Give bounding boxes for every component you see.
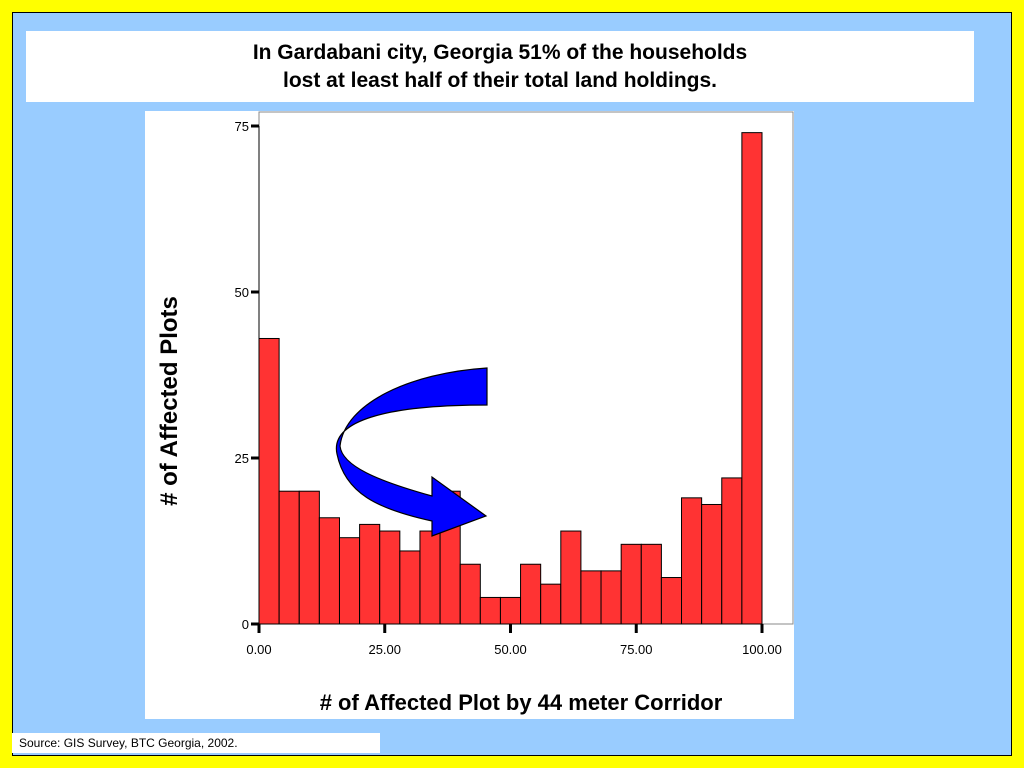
histogram-bar [318,517,340,625]
histogram-bar [600,570,622,625]
x-axis-title: # of Affected Plot by 44 meter Corridor [320,690,723,715]
histogram-bar [701,503,723,625]
histogram-bar [399,550,421,625]
histogram-bar [379,530,401,625]
histogram-bar [258,337,280,625]
title-line-2: lost at least half of their total land h… [282,68,718,92]
histogram-bar [660,577,683,625]
histogram-bar [359,523,381,625]
x-tick-label: 50.00 [494,642,527,657]
histogram-bar [419,530,441,625]
y-axis-title: # of Affected Plots [156,296,183,506]
bars-group [258,132,763,625]
slide-title: In Gardabani city, Georgia 51% of the ho… [253,39,747,95]
histogram-bar [278,490,300,625]
histogram-bar [540,583,562,625]
histogram-bar [499,596,522,625]
histogram-chart: 0 25 50 75 0.00 25.00 50.00 75.00 100.00 # of A… [156,111,794,715]
y-tick-label: 50 [235,285,249,300]
x-tick-label: 0.00 [246,642,271,657]
histogram-bar [721,477,743,625]
source-note: Source: GIS Survey, BTC Georgia, 2002. [12,733,380,753]
x-tick-label: 75.00 [620,642,653,657]
histogram-bar [520,563,542,625]
title-line-1: In Gardabani city, Georgia 51% of the ho… [252,40,748,64]
curved-arrow-icon [335,367,488,537]
histogram-bar [459,563,481,625]
histogram-bar [640,543,662,625]
histogram-bar [560,530,582,625]
histogram-bar [580,570,602,625]
y-tick-label: 0 [242,617,249,632]
histogram-bar [620,543,642,625]
y-tick-label: 75 [235,119,249,134]
histogram-bar [681,497,703,625]
title-box: In Gardabani city, Georgia 51% of the ho… [26,31,974,102]
chart-panel: 0 25 50 75 0.00 25.00 50.00 75.00 100.00 # of A… [145,111,794,719]
histogram-bar [298,490,320,625]
x-ticks-group: 0.00 25.00 50.00 75.00 100.00 [246,624,782,657]
histogram-bar [741,132,763,625]
x-tick-label: 25.00 [368,642,401,657]
y-tick-label: 25 [235,451,249,466]
histogram-bar [338,537,361,625]
x-tick-label: 100.00 [742,642,782,657]
histogram-bar [479,596,501,625]
y-ticks-group: 0 25 50 75 [235,119,259,632]
